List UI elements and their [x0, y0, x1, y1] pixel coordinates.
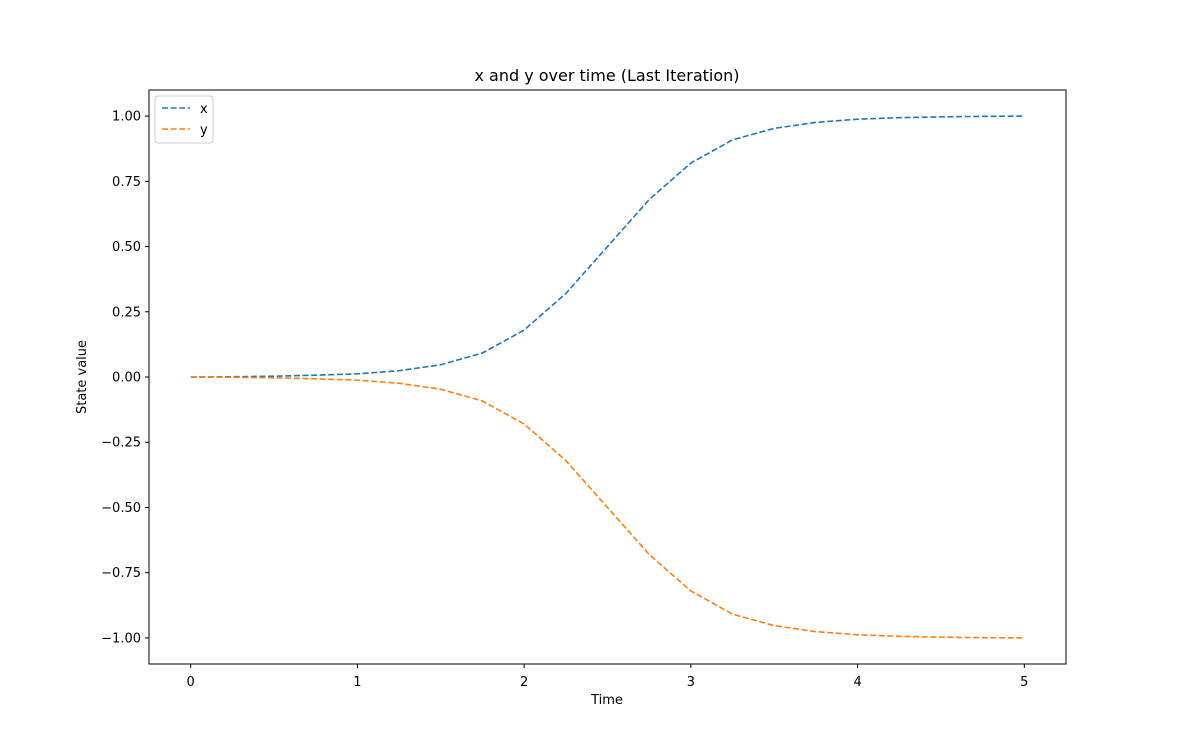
y-tick-label: −1.00 [101, 631, 141, 646]
y-axis: 1.00 0.75 0.50 0.25 0.00 −0.25 −0.50 −0.75 −1.00 [101, 110, 149, 646]
x-tick-label: 0 [187, 675, 195, 690]
series-line-y [190, 376, 1025, 639]
y-tick-label: 0.75 [112, 175, 141, 190]
legend: xy [154, 95, 214, 144]
legend-label-x: x [200, 102, 208, 117]
legend-box [154, 95, 214, 144]
y-tick-label: −0.25 [101, 436, 141, 451]
x-axis: 0 1 2 3 4 5 [187, 664, 1028, 690]
y-tick-label: 1.00 [112, 110, 141, 125]
y-tick-label: −0.75 [101, 566, 141, 581]
series-layer [190, 115, 1025, 639]
x-tick-label: 3 [687, 675, 695, 690]
series-line-x [190, 115, 1025, 378]
x-axis-label: Time [590, 693, 623, 708]
legend-label-y: y [200, 123, 208, 138]
x-tick-label: 2 [520, 675, 528, 690]
y-tick-label: 0.00 [112, 371, 141, 386]
y-tick-label: 0.50 [112, 240, 141, 255]
x-tick-label: 1 [353, 675, 361, 690]
x-tick-label: 4 [853, 675, 861, 690]
y-tick-label: 0.25 [112, 305, 141, 320]
y-axis-label: State value [75, 340, 90, 414]
y-tick-label: −0.50 [101, 501, 141, 516]
x-tick-label: 5 [1020, 675, 1028, 690]
chart-title: x and y over time (Last Iteration) [474, 66, 739, 85]
